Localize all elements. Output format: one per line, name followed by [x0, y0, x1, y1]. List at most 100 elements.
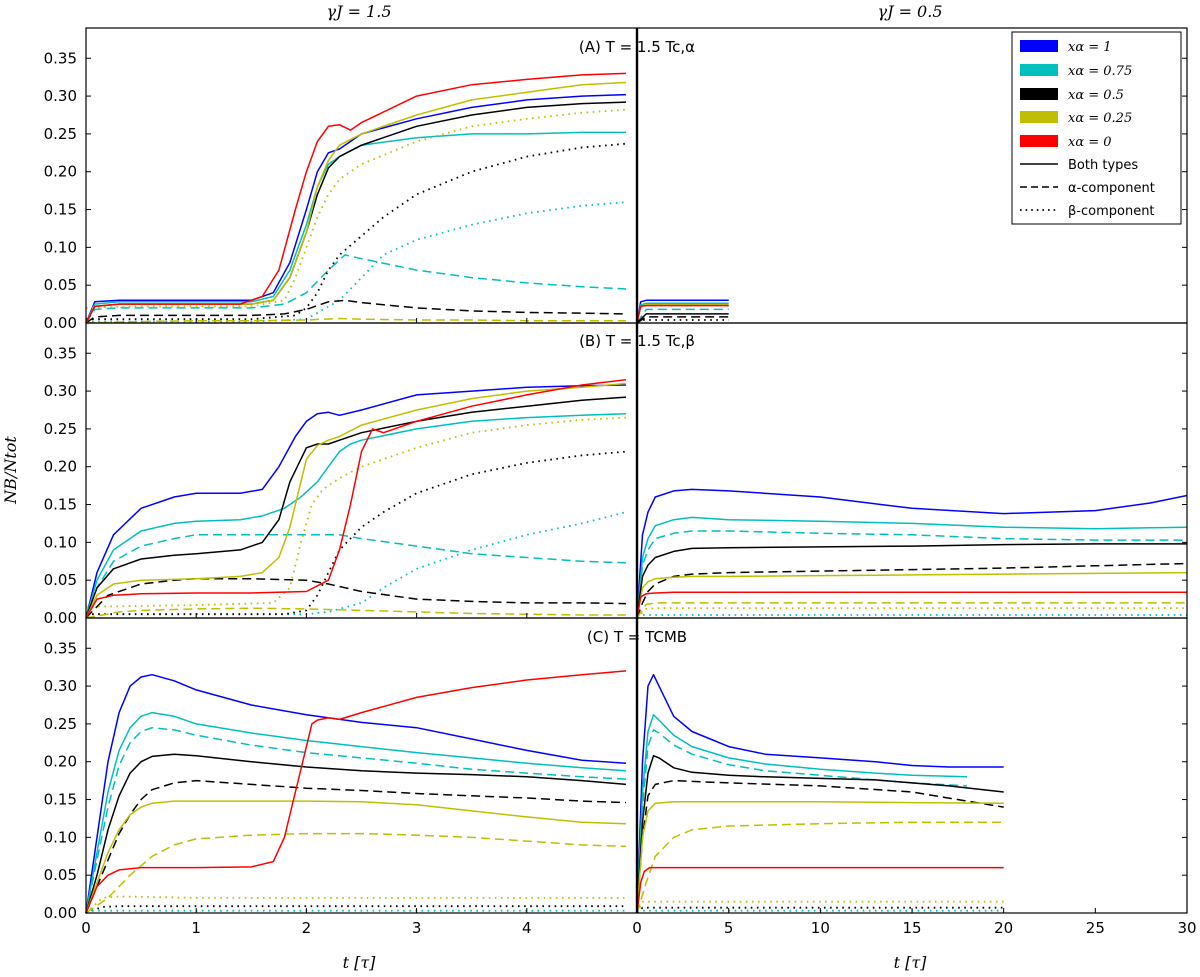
- panel-title-a: (A) T = 1.5 Tc,α: [579, 38, 695, 56]
- legend-label-alpha: α-component: [1068, 181, 1155, 196]
- legend-swatch-xa0: [1020, 135, 1058, 147]
- series-line-r0-right-1: [636, 302, 729, 324]
- y-tick-label-r1-2: 0.10: [44, 533, 77, 551]
- x-tick-label-left-2: 2: [302, 919, 312, 937]
- series-line-r0-left-6: [86, 142, 627, 321]
- series-line-r1-left-4: [85, 396, 627, 619]
- series-line-r2-right-2: [636, 729, 968, 914]
- series-line-r0-left-1: [85, 131, 626, 324]
- y-axis-label: NB/Ntot: [1, 436, 20, 505]
- series-line-r1-right-1: [636, 516, 1188, 619]
- series-line-r1-left-7: [85, 382, 627, 619]
- x-tick-label-right-0: 0: [632, 919, 642, 937]
- series-line-r2-right-8: [636, 900, 1004, 914]
- y-tick-label-r2-6: 0.30: [44, 677, 77, 695]
- y-tick-label-r0-2: 0.10: [44, 238, 77, 256]
- y-tick-label-r1-5: 0.25: [44, 420, 77, 438]
- y-tick-label-r2-0: 0.00: [44, 904, 77, 922]
- series-line-r2-left-3: [85, 753, 627, 914]
- series-line-r1-left-1: [85, 413, 627, 619]
- series-line-r1-left-8: [85, 607, 626, 619]
- series-line-r2-left-1: [85, 711, 627, 914]
- x-tick-label-right-4: 20: [994, 919, 1013, 937]
- y-tick-label-r0-3: 0.15: [44, 201, 77, 219]
- x-tick-label-left-4: 4: [522, 919, 532, 937]
- series-line-r0-left-4: [85, 101, 627, 324]
- series-line-r1-left-9: [85, 416, 627, 608]
- y-tick-label-r1-4: 0.20: [44, 458, 77, 476]
- series-line-r0-right-6: [636, 316, 729, 324]
- series-line-r2-right-3: [636, 754, 1004, 914]
- legend-swatch-xa05: [1020, 88, 1058, 100]
- series-line-r0-left-2: [85, 254, 627, 324]
- series-line-r1-left-5: [85, 577, 627, 619]
- legend-label-both: Both types: [1068, 158, 1138, 173]
- series-line-r2-right-6: [636, 821, 1004, 914]
- y-tick-label-r1-3: 0.15: [44, 496, 77, 514]
- y-tick-label-r2-5: 0.25: [44, 715, 77, 733]
- legend-swatch-xa075: [1020, 64, 1058, 76]
- series-line-r0-left-5: [85, 299, 627, 324]
- series-line-r2-left-7: [85, 895, 626, 914]
- series-line-r1-left-2: [85, 534, 627, 619]
- curves-layer: [85, 72, 1188, 914]
- series-line-r1-right-4: [636, 562, 1188, 619]
- y-tick-label-r0-4: 0.20: [44, 163, 77, 181]
- panel-title-b: (B) T = 1.5 Tc,β: [579, 332, 695, 350]
- y-tick-label-r0-1: 0.05: [44, 276, 77, 294]
- panel-title-c: (C) T = TCMB: [587, 628, 687, 646]
- series-line-r1-left-10: [85, 378, 627, 619]
- series-line-r2-right-1: [636, 714, 968, 914]
- x-tick-label-right-2: 10: [811, 919, 830, 937]
- x-tick-label-right-1: 5: [724, 919, 734, 937]
- series-line-r1-right-6: [636, 591, 1187, 619]
- x-axis-label-right: t [τ]: [894, 953, 928, 972]
- series-line-r1-left-0: [85, 384, 627, 619]
- y-tick-label-r0-7: 0.35: [44, 49, 77, 67]
- legend-swatch-xa025: [1020, 111, 1058, 123]
- y-tick-label-r2-1: 0.05: [44, 866, 77, 884]
- x-tick-label-right-6: 30: [1177, 919, 1196, 937]
- x-tick-label-right-5: 25: [1086, 919, 1105, 937]
- y-tick-label-r2-3: 0.15: [44, 791, 77, 809]
- series-line-r1-right-5: [636, 571, 1188, 619]
- series-line-r1-right-3: [636, 543, 1187, 619]
- y-tick-label-r1-7: 0.35: [44, 344, 77, 362]
- series-line-r0-right-0: [636, 299, 729, 324]
- y-tick-label-r2-7: 0.35: [44, 639, 77, 657]
- series-line-r2-right-0: [636, 673, 1004, 914]
- y-tick-label-r2-2: 0.10: [44, 828, 77, 846]
- y-tick-label-r1-0: 0.00: [44, 609, 77, 627]
- y-tick-label-r0-0: 0.00: [44, 314, 77, 332]
- series-line-r0-right-4: [636, 308, 729, 324]
- series-line-r2-right-5: [636, 801, 1004, 914]
- legend-label-xa05: xα = 0.5: [1068, 88, 1124, 103]
- series-line-r2-left-6: [85, 832, 627, 914]
- x-tick-label-right-3: 15: [902, 919, 921, 937]
- y-tick-label-r0-5: 0.25: [44, 125, 77, 143]
- ticks-layer: 0.00 0.05 0.10 0.15 0.20 0.25 0.30 0.35 0.00 0.05…: [44, 49, 1197, 937]
- series-line-r2-left-0: [85, 673, 627, 914]
- y-tick-label-r0-6: 0.30: [44, 87, 77, 105]
- series-line-r0-left-7: [85, 81, 627, 324]
- y-tick-label-r2-4: 0.20: [44, 753, 77, 771]
- y-tick-label-r1-6: 0.30: [44, 382, 77, 400]
- series-line-r0-left-10: [85, 72, 627, 324]
- series-line-r2-right-4: [636, 779, 1004, 914]
- series-line-r1-right-7: [636, 602, 1187, 619]
- series-line-r0-left-0: [85, 93, 627, 324]
- series-line-r0-right-5: [636, 313, 729, 324]
- series-line-r2-left-8: [85, 905, 626, 914]
- legend-label-beta: β-component: [1068, 204, 1155, 219]
- legend-label-xa1: xα = 1: [1068, 40, 1112, 55]
- x-tick-label-left-0: 0: [81, 919, 91, 937]
- series-line-r2-right-9: [636, 906, 1004, 914]
- y-tick-label-r1-1: 0.05: [44, 571, 77, 589]
- legend-swatch-xa1: [1020, 40, 1058, 52]
- series-line-r1-right-8: [636, 607, 1187, 619]
- series-line-r0-left-9: [85, 108, 627, 309]
- x-tick-label-left-3: 3: [412, 919, 422, 937]
- series-line-r0-left-8: [85, 317, 626, 324]
- series-line-r2-left-5: [85, 800, 627, 914]
